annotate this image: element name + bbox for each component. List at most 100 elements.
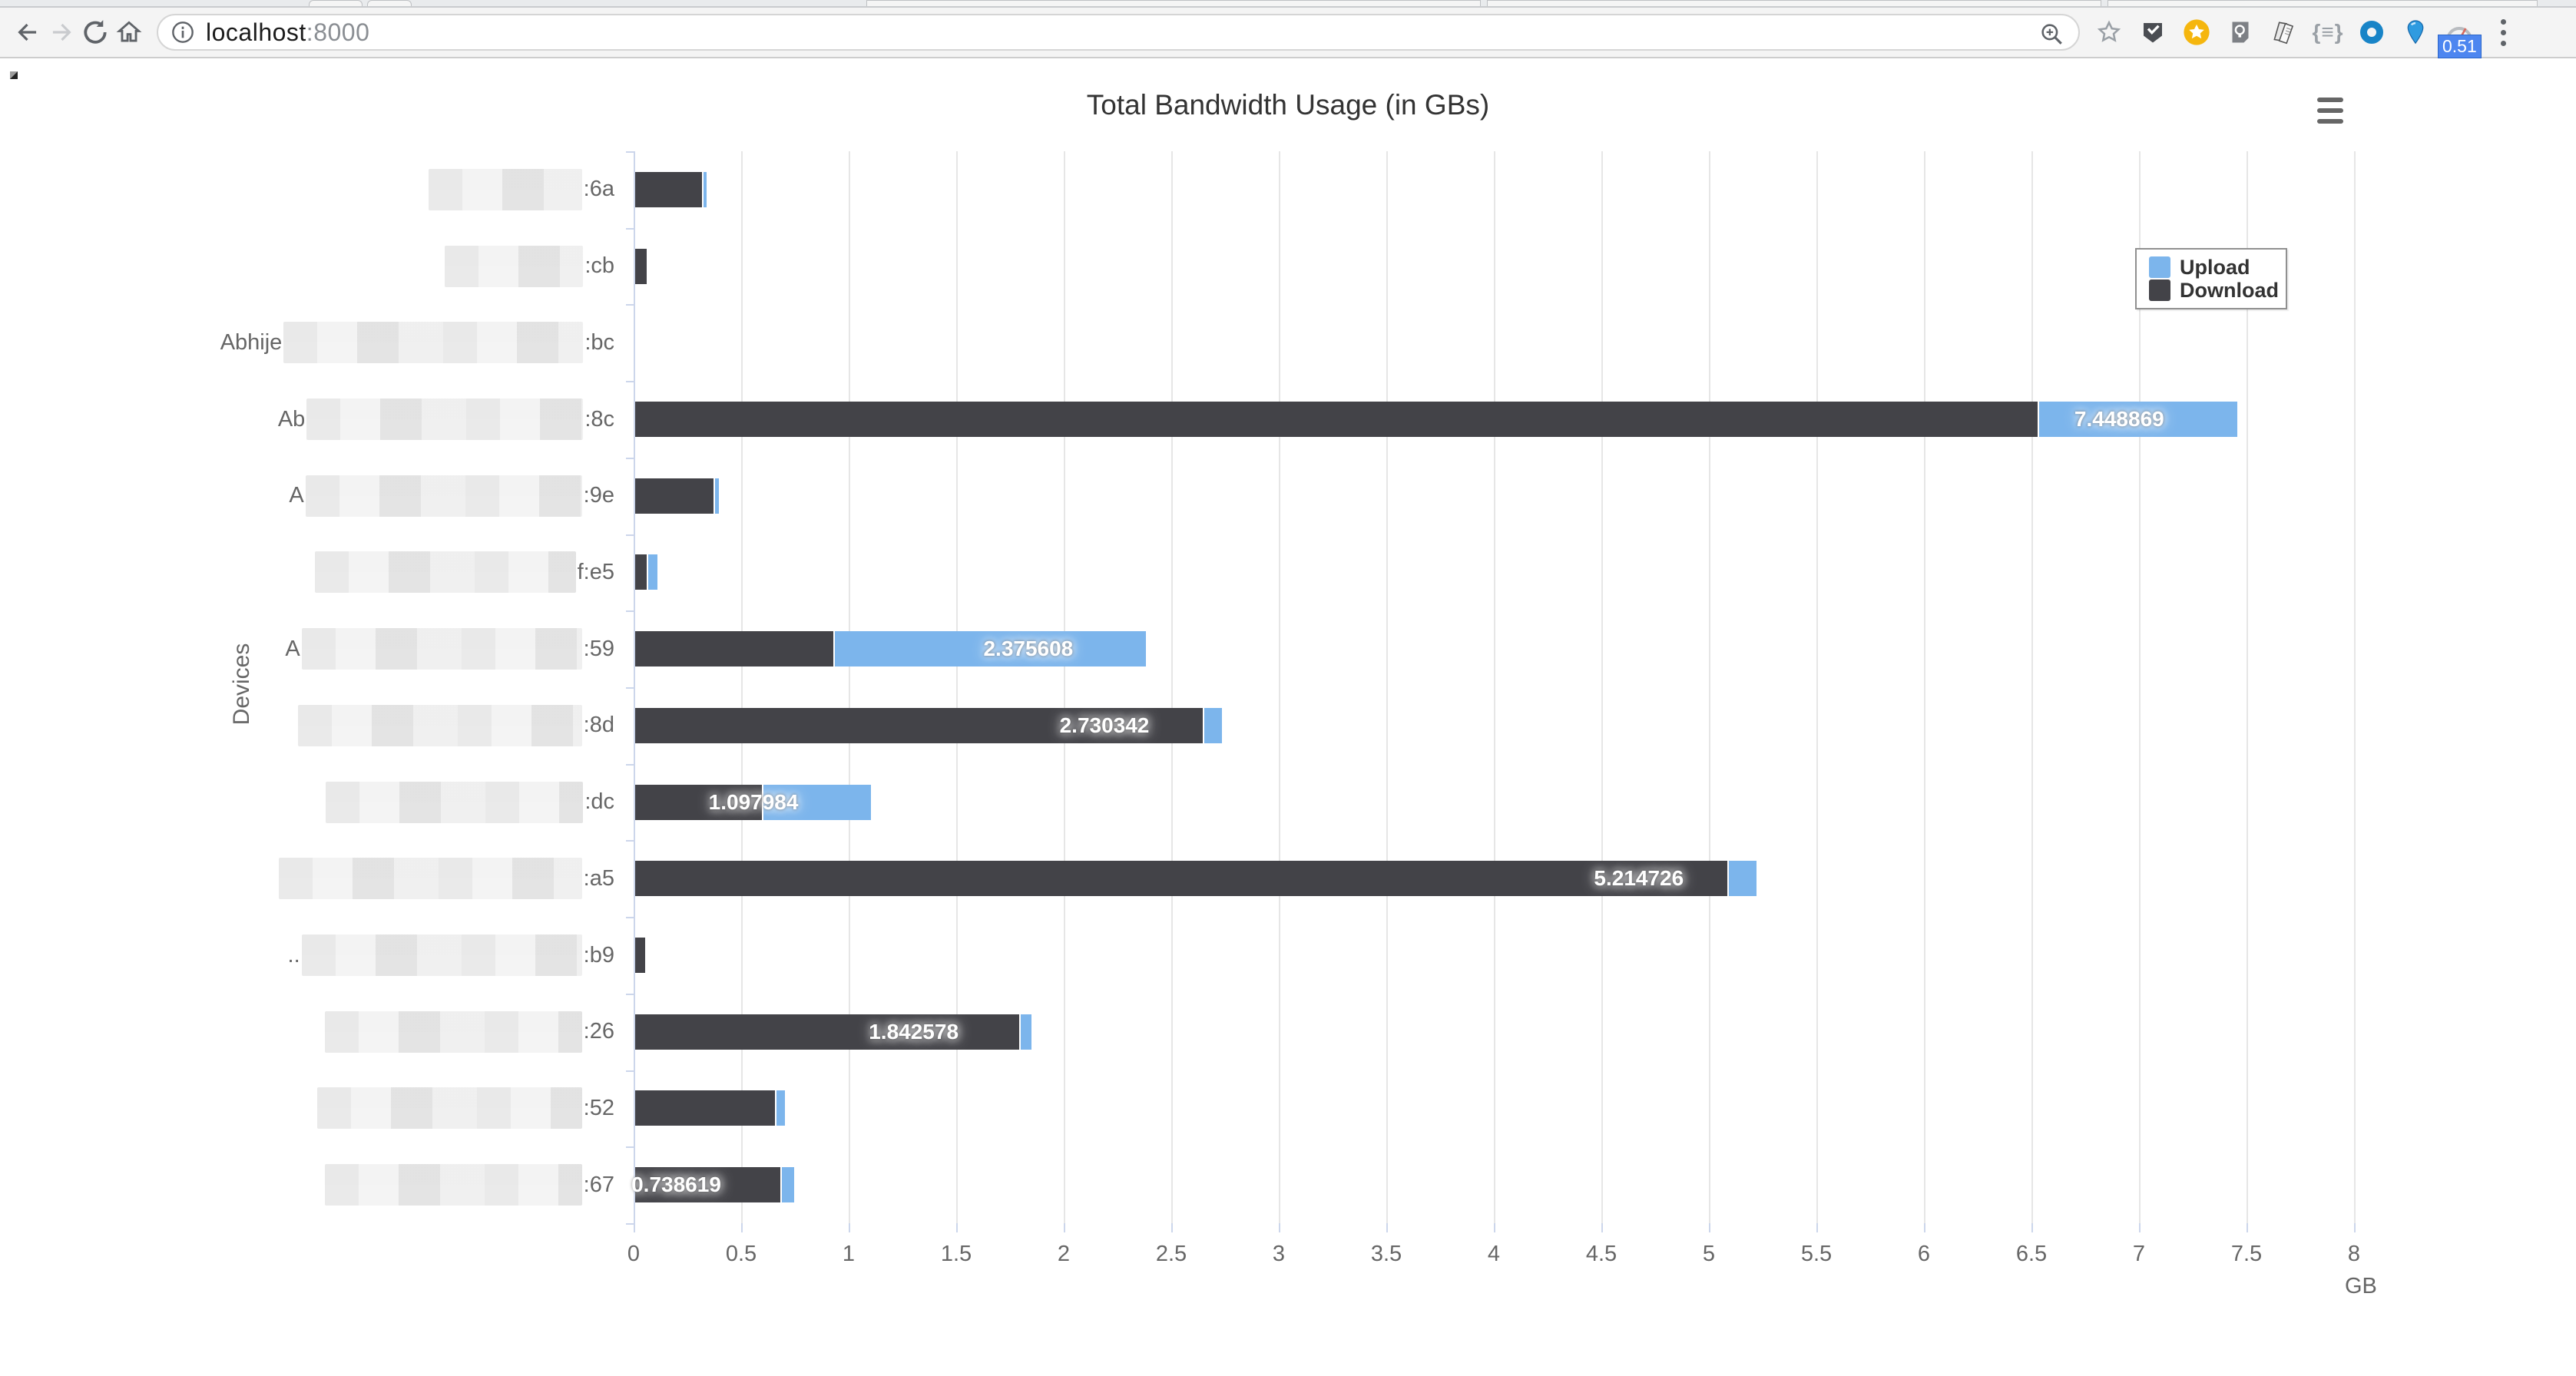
device-label-suffix: :dc — [584, 789, 614, 815]
device-label: Abhije:bc — [220, 322, 614, 364]
y-axis-tick — [626, 304, 634, 306]
tab-edge[interactable] — [367, 0, 412, 6]
upload-bar-segment[interactable] — [647, 554, 658, 590]
download-bar-segment[interactable] — [635, 478, 714, 514]
tab-edge[interactable] — [309, 0, 363, 6]
redacted-device-name — [283, 322, 584, 364]
upload-bar-segment[interactable] — [2037, 402, 2237, 437]
gauge-extension-button[interactable]: 0.51 — [2438, 15, 2482, 58]
download-bar-segment[interactable] — [635, 1167, 780, 1203]
forward-button[interactable] — [45, 15, 78, 49]
tab-edge[interactable] — [1487, 0, 2101, 6]
back-icon — [18, 23, 37, 41]
zoom-page-button[interactable] — [2038, 21, 2064, 51]
upload-bar-segment[interactable] — [1018, 1014, 1032, 1050]
chart-title: Total Bandwidth Usage (in GBs) — [1086, 89, 1490, 121]
address-bar[interactable]: localhost:8000 — [157, 14, 2080, 51]
x-axis-tick-label: 7.5 — [2230, 1242, 2263, 1266]
download-bar-segment[interactable] — [635, 631, 833, 667]
back-button[interactable] — [11, 15, 45, 49]
x-axis-tick-label: 5.5 — [1800, 1242, 1833, 1266]
download-bar-segment[interactable] — [635, 248, 647, 284]
legend-label: Upload — [2180, 255, 2250, 279]
star-circle-extension-button[interactable] — [2181, 15, 2212, 49]
device-label: ..:b9 — [288, 934, 614, 976]
pin-extension-button[interactable] — [2400, 15, 2431, 49]
download-bar-segment[interactable] — [635, 861, 1728, 897]
download-bar-segment[interactable] — [635, 1090, 775, 1126]
device-label-suffix: :cb — [584, 253, 614, 279]
x-axis-tick — [1171, 1223, 1173, 1232]
y-axis-tick — [626, 763, 634, 766]
gridline — [1816, 151, 1818, 1223]
chart-export-menu-button[interactable] — [2317, 98, 2343, 130]
x-axis-tick-label: 4 — [1487, 1242, 1501, 1266]
url-port: :8000 — [306, 18, 370, 46]
upload-bar-segment[interactable] — [1727, 861, 1757, 897]
gridline — [1601, 151, 1603, 1223]
gridline — [1279, 151, 1280, 1223]
ring-extension-button[interactable] — [2356, 15, 2387, 49]
book-extension-button[interactable] — [2269, 15, 2300, 49]
device-label-suffix: :8d — [583, 713, 614, 738]
device-label-prefix: Ab — [277, 406, 306, 432]
x-axis-tick — [2354, 1223, 2356, 1232]
download-bar-segment[interactable] — [635, 784, 763, 820]
legend-swatch — [2149, 280, 2170, 301]
redacted-device-name — [301, 628, 582, 670]
download-bar-segment[interactable] — [635, 1014, 1019, 1050]
upload-bar-segment[interactable] — [701, 171, 707, 207]
gridline — [1386, 151, 1388, 1223]
lightbulb-icon — [2232, 22, 2249, 43]
lightbulb-extension-button[interactable] — [2225, 15, 2256, 49]
burger-bar — [2317, 119, 2343, 124]
upload-bar-segment[interactable] — [780, 1167, 794, 1203]
pocket-extension-button[interactable] — [2137, 15, 2168, 49]
device-label-suffix: :52 — [583, 1095, 614, 1120]
upload-bar-segment[interactable] — [1203, 707, 1223, 743]
upload-bar-segment[interactable] — [714, 478, 720, 514]
device-label: :6a — [427, 168, 614, 210]
tab-edge[interactable] — [2107, 0, 2538, 6]
home-button[interactable] — [112, 15, 146, 49]
gridline — [849, 151, 850, 1223]
x-axis-tick-label: 0.5 — [725, 1242, 757, 1266]
gridline — [1924, 151, 1925, 1223]
reload-button[interactable] — [78, 15, 112, 49]
redacted-device-name — [306, 399, 584, 440]
device-label-prefix: .. — [287, 942, 300, 968]
stack-total-label: 7.448869 — [2074, 407, 2164, 431]
bookmark-star-button[interactable] — [2094, 15, 2124, 49]
y-axis-tick — [626, 457, 634, 459]
x-axis-tick-label: 5 — [1702, 1242, 1716, 1266]
braces-extension-button[interactable]: {≡} — [2312, 15, 2343, 49]
tab-edge[interactable] — [866, 0, 1481, 6]
legend-swatch — [2149, 256, 2170, 278]
download-bar-segment[interactable] — [635, 707, 1204, 743]
upload-bar-segment[interactable] — [833, 631, 1147, 667]
tab-strip[interactable] — [0, 0, 2576, 8]
browser-menu-button[interactable] — [2488, 15, 2518, 49]
download-bar-segment[interactable] — [635, 402, 2038, 437]
download-bar-segment[interactable] — [635, 171, 702, 207]
page-info-icon[interactable] — [171, 20, 195, 45]
zoom-icon — [2041, 24, 2062, 45]
url-text[interactable]: localhost:8000 — [206, 18, 369, 47]
device-label: :dc — [324, 781, 614, 823]
upload-bar-segment[interactable] — [775, 1090, 785, 1126]
legend-item-download[interactable]: Download — [2149, 279, 2286, 302]
x-axis-title: GB — [2345, 1274, 2377, 1298]
bookmark-star-icon — [2097, 20, 2121, 42]
url-host: localhost — [206, 18, 306, 46]
download-bar-segment[interactable] — [635, 938, 645, 973]
redacted-device-name — [305, 475, 582, 517]
x-axis-tick-label: 7 — [2132, 1242, 2146, 1266]
upload-bar-segment[interactable] — [762, 784, 872, 820]
legend-item-upload[interactable]: Upload — [2149, 256, 2286, 279]
y-axis-tick — [626, 1070, 634, 1072]
device-label: :cb — [443, 245, 614, 287]
menu-dots-icon — [2500, 18, 2506, 46]
download-bar-segment[interactable] — [635, 554, 647, 590]
device-label-suffix: :bc — [584, 329, 614, 355]
stack-total-label: 1.842578 — [869, 1019, 959, 1044]
